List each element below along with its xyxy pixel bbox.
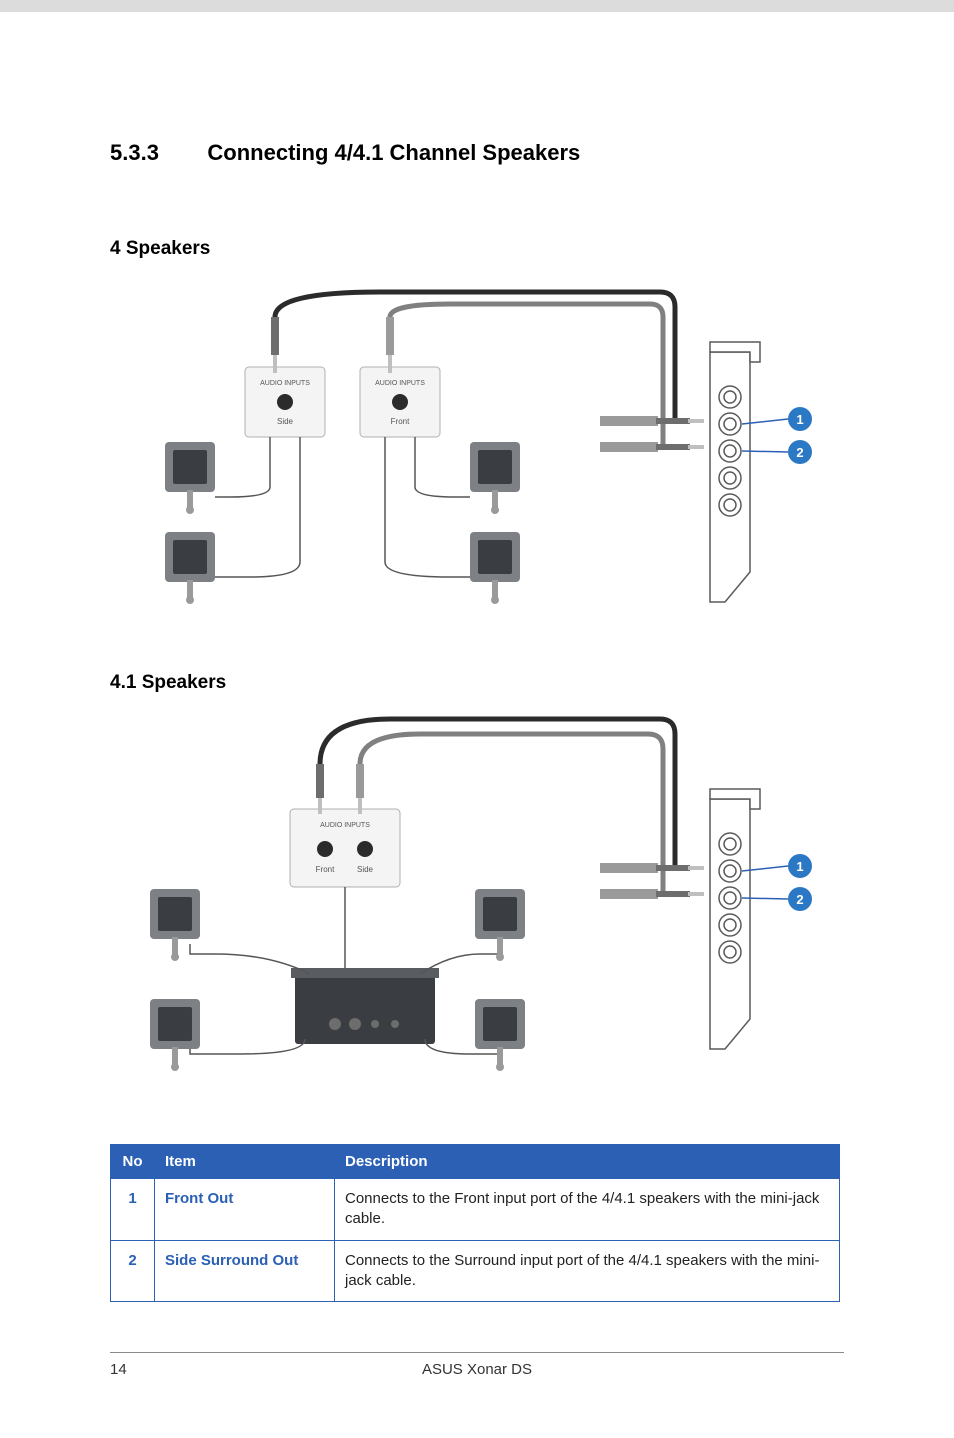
diagram-4-1-speakers: 1 2 AUDIO INPUTS Front Side bbox=[120, 694, 850, 1104]
svg-text:AUDIO INPUTS: AUDIO INPUTS bbox=[320, 822, 370, 829]
section-heading: 5.3.3 Connecting 4/4.1 Channel Speakers bbox=[110, 140, 844, 166]
cell-no: 1 bbox=[111, 1179, 155, 1241]
svg-text:1: 1 bbox=[796, 412, 803, 427]
table-row: 2 Side Surround Out Connects to the Surr… bbox=[111, 1240, 840, 1302]
top-gray-bar bbox=[0, 0, 954, 12]
decoder-4-1: AUDIO INPUTS Front Side bbox=[290, 764, 400, 887]
svg-text:Front: Front bbox=[316, 865, 335, 874]
cell-item: Front Out bbox=[155, 1179, 335, 1241]
decoder-side: AUDIO INPUTS Side bbox=[245, 317, 325, 437]
cell-no: 2 bbox=[111, 1240, 155, 1302]
jack-plug-1 bbox=[600, 416, 704, 426]
speaker-icon bbox=[150, 889, 200, 961]
page-footer: 14 ASUS Xonar DS bbox=[110, 1352, 844, 1378]
th-no: No bbox=[111, 1145, 155, 1179]
speaker-icon bbox=[150, 999, 200, 1071]
jack-plug-2 bbox=[600, 442, 704, 452]
table-row: 1 Front Out Connects to the Front input … bbox=[111, 1179, 840, 1241]
speaker-icon bbox=[475, 999, 525, 1071]
cell-item: Side Surround Out bbox=[155, 1240, 335, 1302]
connection-table-wrap: No Item Description 1 Front Out Connects… bbox=[110, 1144, 844, 1302]
svg-text:2: 2 bbox=[796, 445, 803, 460]
svg-text:Side: Side bbox=[357, 865, 374, 874]
svg-text:Side: Side bbox=[277, 417, 294, 426]
page-number: 14 bbox=[110, 1361, 127, 1378]
cell-desc: Connects to the Front input port of the … bbox=[335, 1179, 840, 1241]
decoder-front: AUDIO INPUTS Front bbox=[360, 317, 440, 437]
speaker-icon bbox=[470, 442, 520, 514]
speaker-icon bbox=[165, 442, 215, 514]
svg-text:2: 2 bbox=[796, 892, 803, 907]
svg-text:Front: Front bbox=[391, 417, 410, 426]
svg-text:1: 1 bbox=[796, 859, 803, 874]
svg-text:AUDIO INPUTS: AUDIO INPUTS bbox=[260, 380, 310, 387]
connection-table: No Item Description 1 Front Out Connects… bbox=[110, 1144, 840, 1302]
diagram-4-speakers: 1 2 AUDIO INPUTS Side AUDIO INPUTS Fro bbox=[120, 272, 850, 632]
section-title: Connecting 4/4.1 Channel Speakers bbox=[207, 140, 580, 166]
speaker-icon bbox=[165, 532, 215, 604]
section-number: 5.3.3 bbox=[110, 140, 159, 166]
callout-1: 1 bbox=[788, 407, 812, 431]
speaker-icon bbox=[475, 889, 525, 961]
th-item: Item bbox=[155, 1145, 335, 1179]
subheading-4-1-speakers: 4.1 Speakers bbox=[110, 672, 844, 694]
th-desc: Description bbox=[335, 1145, 840, 1179]
pci-bracket bbox=[710, 342, 760, 602]
manual-page: 5.3.3 Connecting 4/4.1 Channel Speakers … bbox=[0, 0, 954, 1438]
subwoofer-icon bbox=[291, 968, 439, 1044]
callout-2: 2 bbox=[788, 440, 812, 464]
footer-product: ASUS Xonar DS bbox=[110, 1361, 844, 1378]
svg-text:AUDIO INPUTS: AUDIO INPUTS bbox=[375, 380, 425, 387]
speaker-icon bbox=[470, 532, 520, 604]
cell-desc: Connects to the Surround input port of t… bbox=[335, 1240, 840, 1302]
subheading-4-speakers: 4 Speakers bbox=[110, 238, 844, 260]
